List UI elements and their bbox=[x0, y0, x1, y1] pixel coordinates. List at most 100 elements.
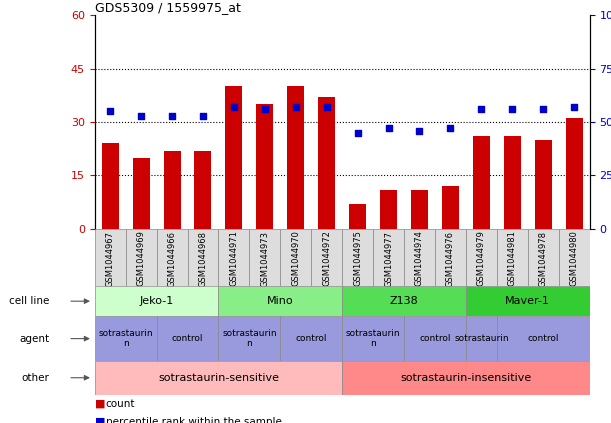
Bar bbox=[528, 229, 558, 286]
Text: ■: ■ bbox=[95, 399, 105, 409]
Bar bbox=[188, 229, 219, 286]
Text: control: control bbox=[296, 334, 327, 343]
Point bbox=[384, 125, 393, 132]
Bar bbox=[411, 190, 428, 229]
Text: GSM1044980: GSM1044980 bbox=[569, 231, 579, 286]
Text: sotrastaurin
n: sotrastaurin n bbox=[98, 329, 153, 348]
Text: cell line: cell line bbox=[9, 296, 49, 306]
Text: GSM1044968: GSM1044968 bbox=[199, 231, 208, 286]
Point bbox=[477, 106, 486, 113]
Bar bbox=[156, 229, 188, 286]
Text: sotrastaurin: sotrastaurin bbox=[454, 334, 509, 343]
Text: Mino: Mino bbox=[267, 296, 294, 306]
Text: GSM1044970: GSM1044970 bbox=[291, 231, 300, 286]
Point bbox=[229, 104, 239, 110]
Text: GSM1044978: GSM1044978 bbox=[539, 231, 547, 286]
Point bbox=[260, 106, 269, 113]
Bar bbox=[466, 286, 590, 316]
Bar bbox=[164, 151, 180, 229]
Text: GSM1044966: GSM1044966 bbox=[167, 231, 177, 286]
Bar bbox=[535, 140, 552, 229]
Bar bbox=[442, 186, 459, 229]
Text: GSM1044973: GSM1044973 bbox=[260, 231, 269, 286]
Bar bbox=[342, 316, 404, 361]
Text: GSM1044967: GSM1044967 bbox=[106, 231, 115, 286]
Point bbox=[322, 104, 332, 110]
Bar bbox=[311, 229, 342, 286]
Bar bbox=[466, 229, 497, 286]
Text: GSM1044976: GSM1044976 bbox=[446, 231, 455, 286]
Bar bbox=[287, 86, 304, 229]
Bar bbox=[558, 229, 590, 286]
Text: GSM1044981: GSM1044981 bbox=[508, 231, 517, 286]
Text: GSM1044972: GSM1044972 bbox=[322, 231, 331, 286]
Bar bbox=[257, 104, 273, 229]
Text: percentile rank within the sample: percentile rank within the sample bbox=[106, 417, 282, 423]
Point bbox=[445, 125, 455, 132]
Bar bbox=[133, 158, 150, 229]
Bar bbox=[225, 86, 243, 229]
Bar bbox=[280, 229, 311, 286]
Point bbox=[353, 129, 362, 136]
Text: control: control bbox=[527, 334, 559, 343]
Bar bbox=[95, 316, 156, 361]
Text: sotrastaurin-insensitive: sotrastaurin-insensitive bbox=[400, 373, 532, 383]
Text: GSM1044977: GSM1044977 bbox=[384, 231, 393, 286]
Bar bbox=[497, 229, 528, 286]
Bar bbox=[156, 316, 219, 361]
Text: Maver-1: Maver-1 bbox=[505, 296, 550, 306]
Bar bbox=[342, 229, 373, 286]
Text: sotrastaurin
n: sotrastaurin n bbox=[222, 329, 277, 348]
Point bbox=[198, 112, 208, 119]
Bar bbox=[126, 229, 156, 286]
Text: GDS5309 / 1559975_at: GDS5309 / 1559975_at bbox=[95, 1, 241, 14]
Text: agent: agent bbox=[19, 334, 49, 343]
Bar bbox=[349, 204, 366, 229]
Text: count: count bbox=[106, 399, 135, 409]
Bar bbox=[219, 316, 280, 361]
Bar bbox=[404, 229, 435, 286]
Bar bbox=[95, 286, 219, 316]
Point bbox=[507, 106, 517, 113]
Text: GSM1044971: GSM1044971 bbox=[229, 231, 238, 286]
Bar bbox=[194, 151, 211, 229]
Point bbox=[167, 112, 177, 119]
Bar bbox=[404, 316, 466, 361]
Point bbox=[569, 104, 579, 110]
Bar bbox=[249, 229, 280, 286]
Text: Jeko-1: Jeko-1 bbox=[139, 296, 174, 306]
Text: ■: ■ bbox=[95, 417, 105, 423]
Bar bbox=[342, 286, 466, 316]
Bar bbox=[318, 97, 335, 229]
Bar bbox=[373, 229, 404, 286]
Bar bbox=[342, 361, 590, 395]
Bar bbox=[497, 316, 590, 361]
Bar bbox=[504, 136, 521, 229]
Bar bbox=[95, 229, 126, 286]
Text: control: control bbox=[419, 334, 451, 343]
Point bbox=[291, 104, 301, 110]
Point bbox=[538, 106, 548, 113]
Bar bbox=[435, 229, 466, 286]
Bar bbox=[219, 286, 342, 316]
Bar bbox=[473, 136, 490, 229]
Text: sotrastaurin
n: sotrastaurin n bbox=[346, 329, 400, 348]
Point bbox=[415, 127, 425, 134]
Bar bbox=[95, 361, 342, 395]
Point bbox=[105, 108, 115, 115]
Bar bbox=[219, 229, 249, 286]
Bar bbox=[566, 118, 583, 229]
Text: GSM1044969: GSM1044969 bbox=[137, 231, 145, 286]
Point bbox=[136, 112, 146, 119]
Text: Z138: Z138 bbox=[390, 296, 419, 306]
Bar bbox=[280, 316, 342, 361]
Text: sotrastaurin-sensitive: sotrastaurin-sensitive bbox=[158, 373, 279, 383]
Bar bbox=[466, 316, 497, 361]
Text: GSM1044974: GSM1044974 bbox=[415, 231, 424, 286]
Text: control: control bbox=[172, 334, 203, 343]
Text: GSM1044975: GSM1044975 bbox=[353, 231, 362, 286]
Bar bbox=[380, 190, 397, 229]
Text: other: other bbox=[21, 373, 49, 383]
Bar bbox=[101, 143, 119, 229]
Text: GSM1044979: GSM1044979 bbox=[477, 231, 486, 286]
